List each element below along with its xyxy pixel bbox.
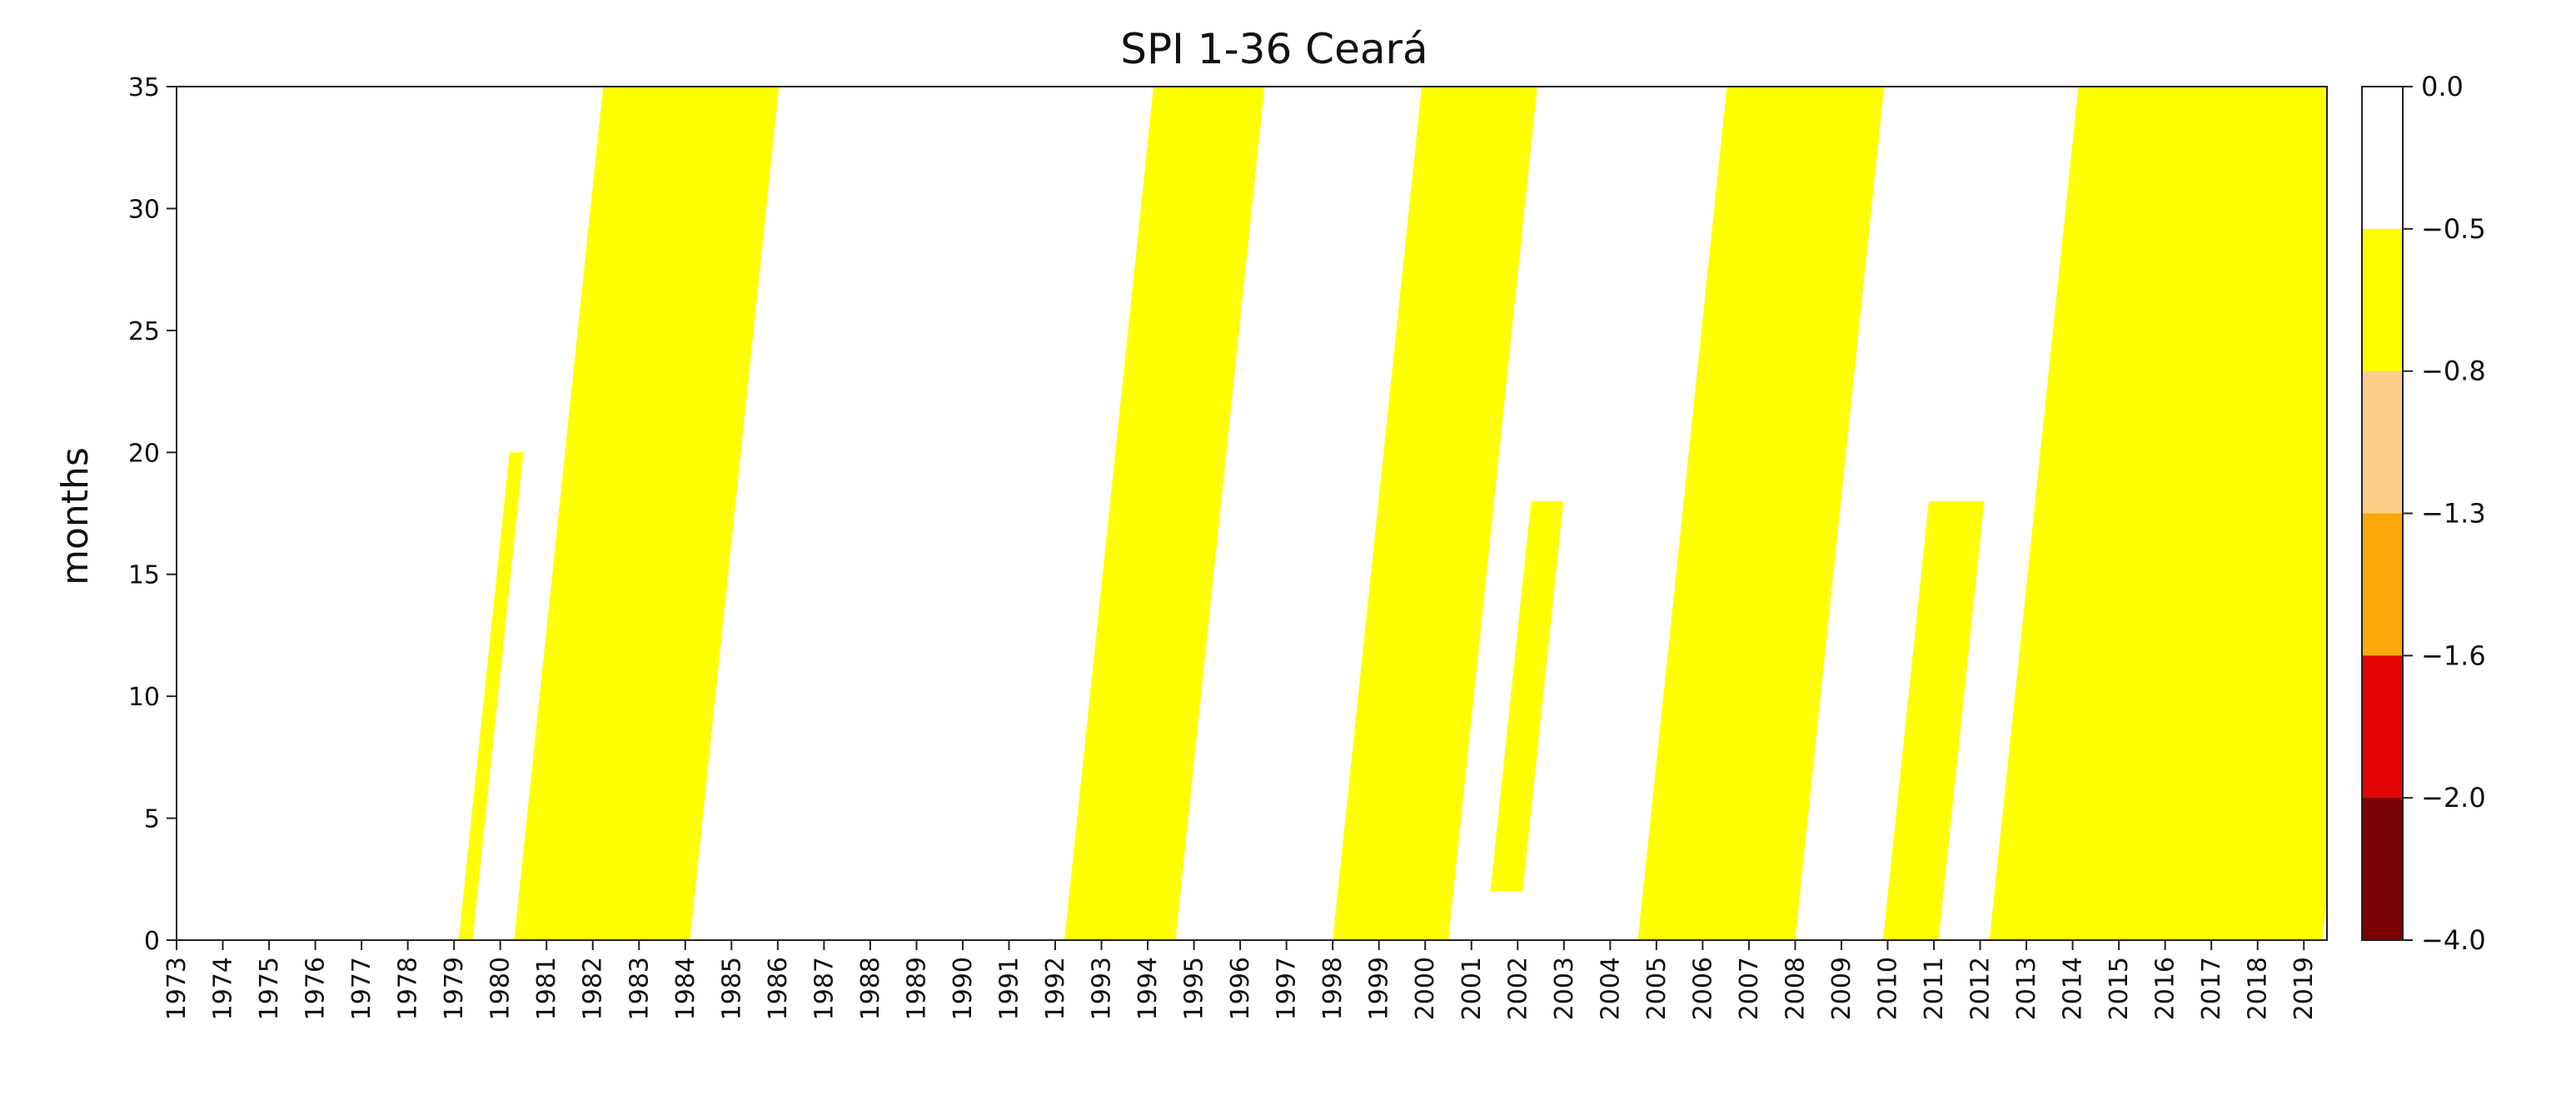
- plot-area: [176, 86, 2328, 941]
- colorbar-segment-0: [2362, 87, 2403, 230]
- x-tick-label-1975: 1975: [255, 957, 284, 1020]
- x-tick-label-1995: 1995: [1180, 957, 1209, 1020]
- x-tick-label-1979: 1979: [440, 957, 469, 1020]
- x-tick-label-1998: 1998: [1318, 957, 1348, 1020]
- x-tick-label-2001: 2001: [1457, 957, 1487, 1020]
- x-tick-label-1974: 1974: [209, 957, 238, 1020]
- x-tick-label-1984: 1984: [671, 957, 700, 1020]
- x-tick-label-1987: 1987: [810, 957, 839, 1020]
- x-tick-label-1996: 1996: [1226, 957, 1255, 1020]
- x-tick-label-1980: 1980: [486, 957, 516, 1020]
- colorbar-tick-label-0: 0.0: [2421, 71, 2464, 102]
- drought-band-17: [1656, 403, 1786, 940]
- colorbar-segment-1: [2362, 228, 2403, 372]
- x-tick-label-2017: 2017: [2197, 957, 2226, 1020]
- y-tick-label-30: 30: [128, 195, 160, 224]
- colorbar-tick-label-4: −1.6: [2421, 640, 2486, 671]
- x-tick-label-1985: 1985: [717, 957, 746, 1020]
- x-tick-label-2004: 2004: [1596, 957, 1625, 1020]
- x-tick-label-1983: 1983: [625, 957, 654, 1020]
- x-tick-label-2008: 2008: [1781, 957, 1810, 1020]
- x-tick-label-1989: 1989: [902, 957, 931, 1020]
- plot-frame: [176, 86, 2328, 941]
- x-tick-label-2019: 2019: [2290, 957, 2319, 1020]
- x-tick-label-1990: 1990: [949, 957, 978, 1020]
- x-tick-label-1981: 1981: [532, 957, 561, 1020]
- x-tick-label-2015: 2015: [2105, 957, 2134, 1020]
- x-tick-label-1976: 1976: [301, 957, 331, 1020]
- x-axis-ticks: 1973 1974 1975 1976 1977 1978 1979 1980 1981 1982…: [162, 940, 2319, 1020]
- x-tick-label-2012: 2012: [1966, 957, 1996, 1020]
- x-tick-label-1973: 1973: [162, 957, 192, 1020]
- x-tick-label-2006: 2006: [1688, 957, 1717, 1020]
- drought-band-19: [1887, 574, 1959, 940]
- colorbar-tick-label-3: −1.3: [2421, 498, 2486, 530]
- drought-band-14: [1342, 696, 1386, 940]
- x-tick-label-1978: 1978: [394, 957, 423, 1020]
- y-tick-label-20: 20: [128, 439, 160, 468]
- colorbar-tick-label-1: −0.5: [2421, 213, 2486, 245]
- x-tick-label-2010: 2010: [1874, 957, 1903, 1020]
- colorbar-segment-4: [2362, 655, 2403, 799]
- x-tick-label-2013: 2013: [2012, 957, 2041, 1020]
- x-tick-label-2005: 2005: [1642, 957, 1672, 1020]
- x-tick-label-2003: 2003: [1550, 957, 1579, 1020]
- x-tick-label-1999: 1999: [1365, 957, 1394, 1020]
- colorbar-segment-3: [2362, 513, 2403, 656]
- x-tick-label-2011: 2011: [1920, 957, 1949, 1020]
- chart-title: SPI 1-36 Ceará: [1120, 25, 1428, 73]
- x-tick-label-1977: 1977: [347, 957, 376, 1020]
- x-tick-label-1993: 1993: [1088, 957, 1117, 1020]
- y-tick-label-0: 0: [144, 927, 160, 956]
- drought-bands: [458, 87, 2327, 940]
- colorbar-segment-2: [2362, 371, 2403, 514]
- x-tick-label-2014: 2014: [2059, 957, 2088, 1020]
- drought-band-4: [643, 111, 772, 940]
- x-tick-label-1997: 1997: [1273, 957, 1302, 1020]
- x-tick-label-2002: 2002: [1503, 957, 1532, 1020]
- x-tick-label-1991: 1991: [995, 957, 1024, 1020]
- colorbar-tick-label-2: −0.8: [2421, 356, 2486, 387]
- colorbar: 0.0 −0.5 −0.8 −1.3 −1.6 −2.0 −4.0: [2361, 71, 2486, 956]
- colorbar-tick-label-6: −4.0: [2421, 924, 2486, 956]
- y-tick-label-15: 15: [128, 561, 160, 590]
- x-tick-label-2016: 2016: [2151, 957, 2180, 1020]
- drought-band-15: [1490, 500, 1564, 892]
- x-tick-label-2018: 2018: [2244, 957, 2273, 1020]
- x-tick-label-1982: 1982: [579, 957, 608, 1020]
- x-tick-label-1992: 1992: [1041, 957, 1070, 1020]
- drought-band-5: [648, 867, 670, 940]
- y-tick-label-35: 35: [128, 73, 160, 102]
- x-tick-label-2009: 2009: [1827, 957, 1856, 1020]
- x-tick-label-2000: 2000: [1411, 957, 1440, 1020]
- colorbar-tick-label-5: −2.0: [2421, 782, 2486, 814]
- y-tick-label-5: 5: [144, 805, 160, 834]
- x-tick-label-1994: 1994: [1134, 957, 1163, 1020]
- y-axis-ticks: 0 5 10 15 20 25 30 35: [128, 73, 177, 956]
- colorbar-segment-5: [2362, 798, 2403, 941]
- drought-band-10: [1101, 525, 1168, 940]
- x-tick-label-2007: 2007: [1735, 957, 1764, 1020]
- y-axis-label: months: [54, 447, 97, 585]
- x-tick-label-1988: 1988: [856, 957, 885, 1020]
- x-tick-label-1986: 1986: [764, 957, 793, 1020]
- y-tick-label-25: 25: [128, 317, 160, 346]
- y-tick-label-10: 10: [128, 683, 160, 712]
- drought-band-0: [458, 452, 524, 940]
- drought-band-24: [2007, 403, 2105, 940]
